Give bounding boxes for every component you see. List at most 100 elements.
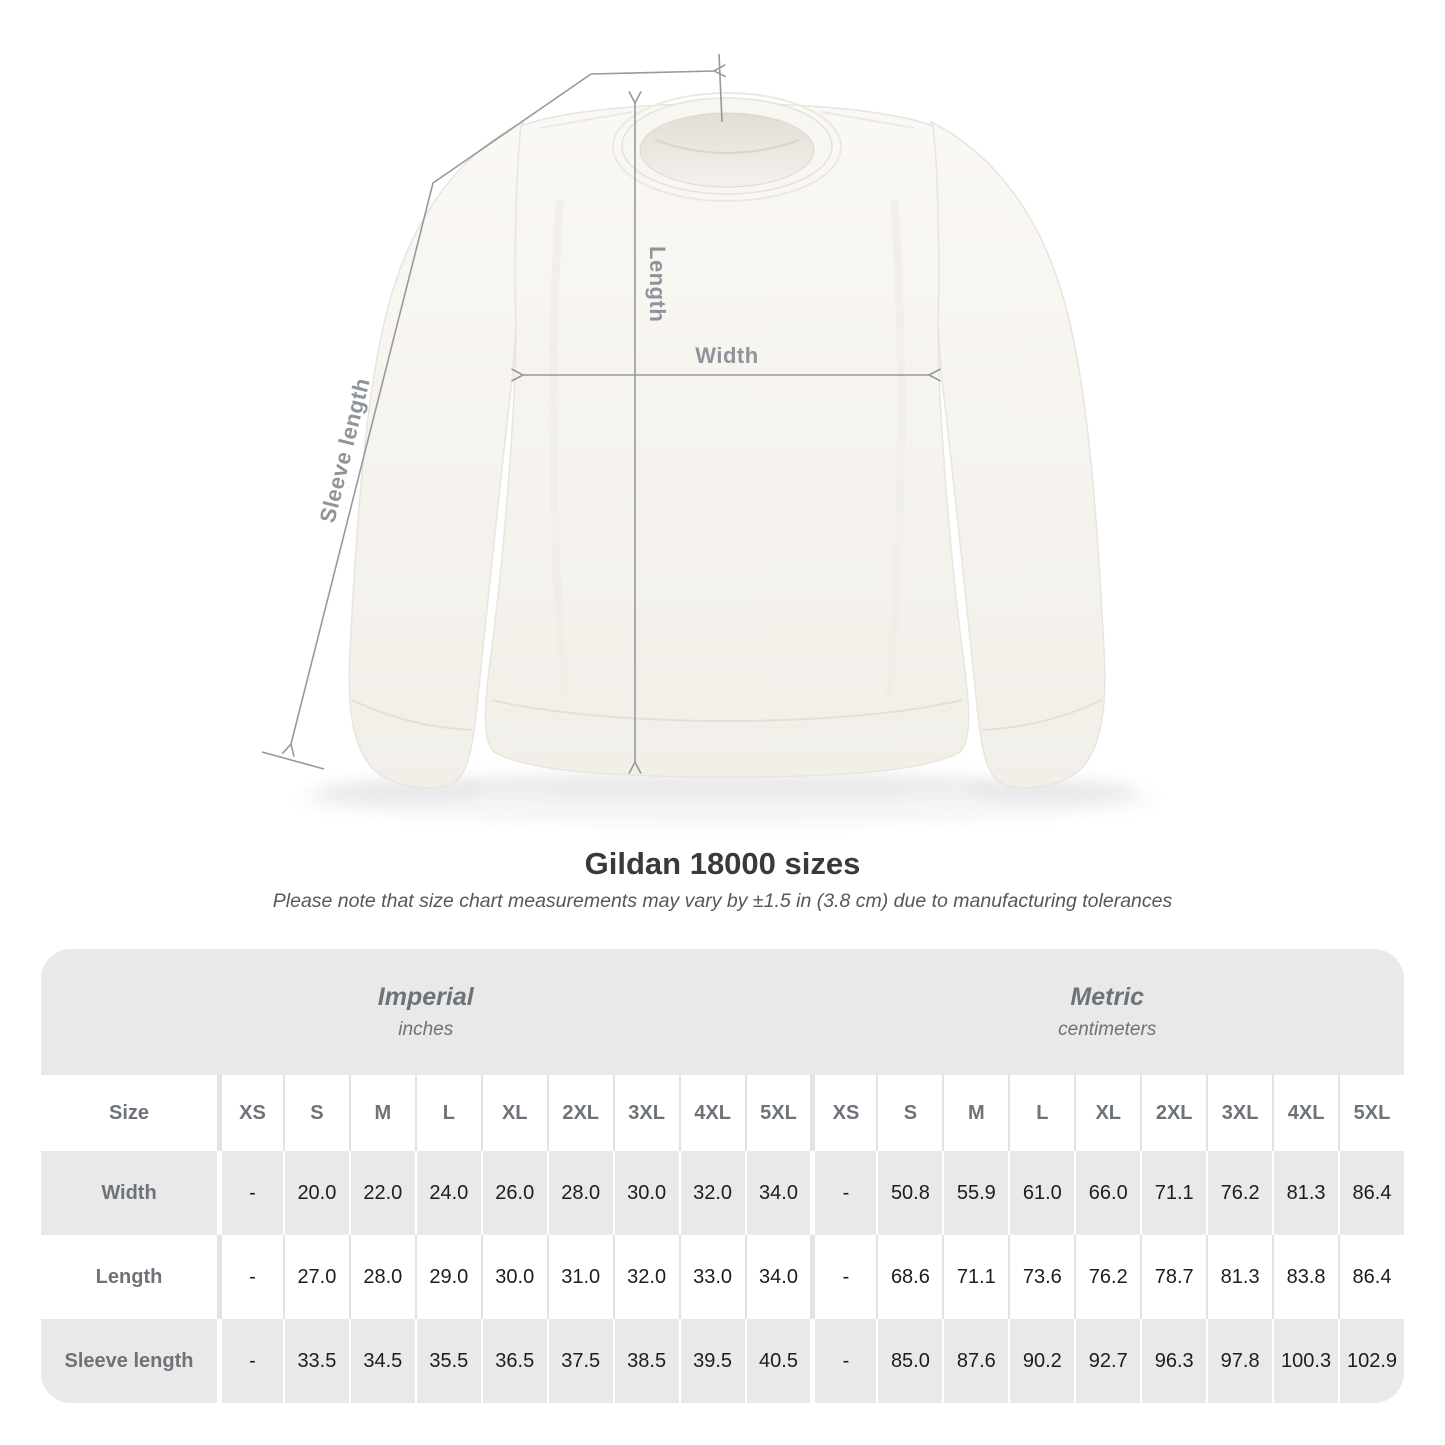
value-width-metric-2xl: 71.1 (1140, 1151, 1207, 1235)
waistband-seam (491, 699, 963, 722)
sleeve-measure-bottom-tick (261, 751, 325, 770)
row-label-length: Length (41, 1235, 217, 1319)
column-header-metric-4xl: 4XL (1272, 1075, 1339, 1151)
value-width-imperial-xs: - (217, 1151, 283, 1235)
page-title: Gildan 18000 sizes (584, 846, 861, 881)
column-header-imperial-xs: XS (217, 1075, 283, 1151)
value-sleeve-length-metric-m: 87.6 (942, 1319, 1009, 1403)
value-sleeve-length-metric-5xl: 102.9 (1338, 1319, 1404, 1403)
value-sleeve-length-imperial-2xl: 37.5 (546, 1319, 613, 1403)
value-sleeve-length-metric-xs: - (810, 1319, 877, 1403)
value-width-metric-m: 55.9 (942, 1151, 1009, 1235)
column-header-metric-2xl: 2XL (1140, 1075, 1207, 1151)
value-length-imperial-5xl: 34.0 (744, 1235, 811, 1319)
value-sleeve-length-imperial-xs: - (217, 1319, 283, 1403)
value-sleeve-length-imperial-s: 33.5 (282, 1319, 349, 1403)
value-length-metric-5xl: 86.4 (1338, 1235, 1404, 1319)
value-sleeve-length-metric-3xl: 97.8 (1206, 1319, 1273, 1403)
value-length-imperial-s: 27.0 (282, 1235, 349, 1319)
value-sleeve-length-imperial-l: 35.5 (414, 1319, 481, 1403)
metric-group-label: Metric (1070, 983, 1145, 1011)
sweatshirt-sleeves (348, 120, 1106, 789)
right-cuff-seam (981, 699, 1103, 731)
value-length-metric-xl: 76.2 (1074, 1235, 1141, 1319)
value-width-metric-s: 50.8 (876, 1151, 943, 1235)
imperial-group-unit: inches (398, 1019, 454, 1040)
column-header-metric-xl: XL (1074, 1075, 1141, 1151)
value-width-metric-xl: 66.0 (1074, 1151, 1141, 1235)
imperial-group-header: Imperial inches (41, 949, 811, 1075)
value-width-metric-3xl: 76.2 (1206, 1151, 1273, 1235)
column-header-metric-l: L (1008, 1075, 1075, 1151)
column-header-metric-m: M (942, 1075, 1009, 1151)
column-header-metric-5xl: 5XL (1338, 1075, 1404, 1151)
waistband-seam-2 (494, 707, 960, 729)
value-length-imperial-3xl: 32.0 (612, 1235, 679, 1319)
column-header-metric-s: S (876, 1075, 943, 1151)
value-width-imperial-xl: 26.0 (480, 1151, 547, 1235)
value-width-imperial-l: 24.0 (414, 1151, 481, 1235)
value-length-metric-xs: - (810, 1235, 877, 1319)
sweatshirt-diagram: Length Width Sleeve length (261, 53, 1157, 824)
column-header-size: Size (41, 1075, 217, 1151)
sweatshirt-body (484, 102, 970, 778)
value-length-imperial-xl: 30.0 (480, 1235, 547, 1319)
tolerance-note: Please note that size chart measurements… (272, 890, 1173, 912)
value-length-imperial-2xl: 31.0 (546, 1235, 613, 1319)
column-header-imperial-3xl: 3XL (612, 1075, 679, 1151)
value-sleeve-length-imperial-5xl: 40.5 (744, 1319, 811, 1403)
imperial-group-label: Imperial (377, 983, 474, 1011)
length-measure-label: Length (645, 246, 670, 322)
column-header-imperial-2xl: 2XL (546, 1075, 613, 1151)
value-length-metric-4xl: 83.8 (1272, 1235, 1339, 1319)
row-label-width: Width (41, 1151, 217, 1235)
value-sleeve-length-imperial-m: 34.5 (348, 1319, 415, 1403)
value-sleeve-length-metric-xl: 92.7 (1074, 1319, 1141, 1403)
value-length-imperial-m: 28.0 (348, 1235, 415, 1319)
value-length-imperial-l: 29.0 (414, 1235, 481, 1319)
value-length-metric-l: 73.6 (1008, 1235, 1075, 1319)
value-width-metric-5xl: 86.4 (1338, 1151, 1404, 1235)
value-sleeve-length-metric-s: 85.0 (876, 1319, 943, 1403)
sleeve-measure-top-segment (590, 71, 714, 74)
row-label-sleeve-length: Sleeve length (41, 1319, 217, 1403)
value-sleeve-length-metric-2xl: 96.3 (1140, 1319, 1207, 1403)
column-header-imperial-m: M (348, 1075, 415, 1151)
value-width-metric-4xl: 81.3 (1272, 1151, 1339, 1235)
value-width-imperial-m: 22.0 (348, 1151, 415, 1235)
column-header-metric-3xl: 3XL (1206, 1075, 1273, 1151)
value-width-metric-l: 61.0 (1008, 1151, 1075, 1235)
value-width-imperial-3xl: 30.0 (612, 1151, 679, 1235)
column-header-metric-xs: XS (810, 1075, 877, 1151)
left-cuff-seam (351, 699, 473, 731)
metric-group-header: Metric centimeters (810, 949, 1404, 1075)
column-header-imperial-l: L (414, 1075, 481, 1151)
column-header-imperial-xl: XL (480, 1075, 547, 1151)
right-sleeve (930, 120, 1106, 789)
size-table: Imperial inches Metric centimeters Size X… (41, 949, 1404, 1403)
value-width-imperial-4xl: 32.0 (678, 1151, 745, 1235)
left-shoulder-seam (539, 111, 633, 129)
width-measure-label: Width (695, 343, 758, 368)
value-sleeve-length-imperial-xl: 36.5 (480, 1319, 547, 1403)
column-header-imperial-4xl: 4XL (678, 1075, 745, 1151)
value-length-metric-2xl: 78.7 (1140, 1235, 1207, 1319)
value-length-metric-3xl: 81.3 (1206, 1235, 1273, 1319)
value-length-imperial-4xl: 33.0 (678, 1235, 745, 1319)
value-sleeve-length-imperial-3xl: 38.5 (612, 1319, 679, 1403)
value-sleeve-length-imperial-4xl: 39.5 (678, 1319, 745, 1403)
value-width-metric-xs: - (810, 1151, 877, 1235)
fold-right (884, 199, 906, 701)
value-length-imperial-xs: - (217, 1235, 283, 1319)
right-shoulder-seam (821, 111, 915, 129)
value-length-metric-s: 68.6 (876, 1235, 943, 1319)
value-width-imperial-2xl: 28.0 (546, 1151, 613, 1235)
column-header-imperial-5xl: 5XL (744, 1075, 811, 1151)
value-width-imperial-s: 20.0 (282, 1151, 349, 1235)
value-width-imperial-5xl: 34.0 (744, 1151, 811, 1235)
metric-group-unit: centimeters (1058, 1019, 1157, 1040)
fold-left (548, 199, 570, 701)
sweatshirt-collar (612, 92, 842, 202)
value-length-metric-m: 71.1 (942, 1235, 1009, 1319)
value-sleeve-length-metric-l: 90.2 (1008, 1319, 1075, 1403)
